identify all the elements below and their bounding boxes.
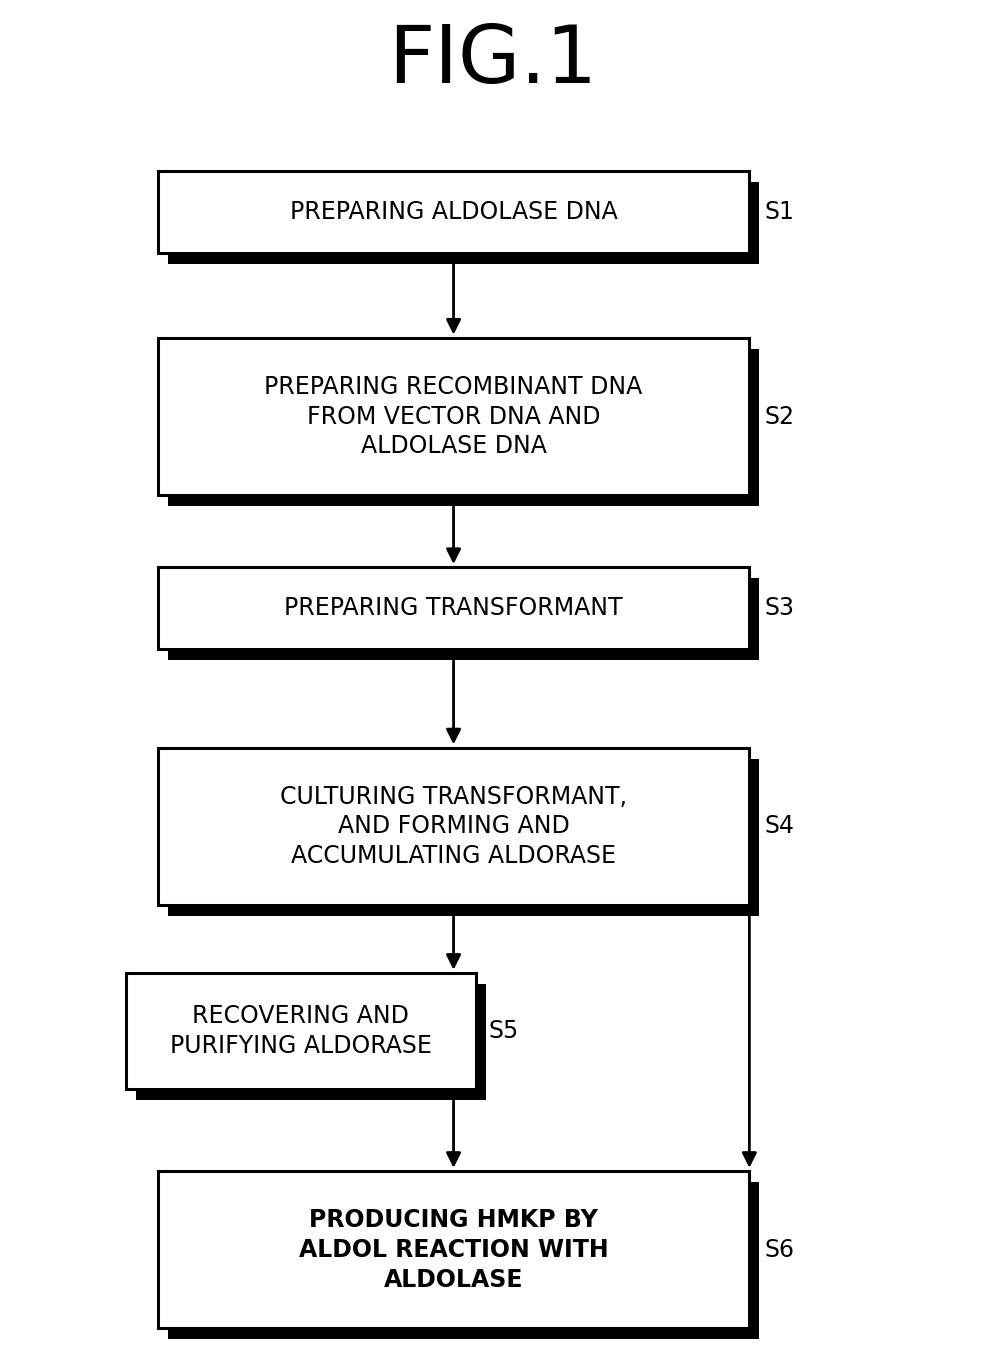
- Text: S6: S6: [764, 1238, 794, 1262]
- Text: CULTURING TRANSFORMANT,
AND FORMING AND
ACCUMULATING ALDORASE: CULTURING TRANSFORMANT, AND FORMING AND …: [280, 784, 627, 869]
- Text: PRODUCING HMKP BY
ALDOL REACTION WITH
ALDOLASE: PRODUCING HMKP BY ALDOL REACTION WITH AL…: [299, 1208, 608, 1292]
- Bar: [158, 567, 749, 649]
- Text: PREPARING RECOMBINANT DNA
FROM VECTOR DNA AND
ALDOLASE DNA: PREPARING RECOMBINANT DNA FROM VECTOR DN…: [264, 374, 643, 459]
- Text: S2: S2: [764, 404, 794, 429]
- Text: PREPARING TRANSFORMANT: PREPARING TRANSFORMANT: [284, 596, 623, 620]
- Text: S1: S1: [764, 199, 794, 224]
- Bar: [158, 749, 749, 904]
- Bar: [136, 984, 485, 1101]
- Text: PREPARING ALDOLASE DNA: PREPARING ALDOLASE DNA: [290, 199, 617, 224]
- Bar: [158, 171, 749, 253]
- Text: S4: S4: [764, 814, 794, 839]
- Bar: [126, 974, 475, 1090]
- Bar: [168, 1182, 759, 1339]
- Bar: [168, 350, 759, 507]
- Text: S5: S5: [488, 1019, 519, 1044]
- Bar: [158, 339, 749, 496]
- Bar: [168, 182, 759, 264]
- Text: FIG.1: FIG.1: [388, 22, 598, 101]
- Text: S3: S3: [764, 596, 794, 620]
- Bar: [158, 1171, 749, 1328]
- Bar: [168, 578, 759, 660]
- Bar: [168, 759, 759, 915]
- Text: RECOVERING AND
PURIFYING ALDORASE: RECOVERING AND PURIFYING ALDORASE: [170, 1004, 432, 1059]
